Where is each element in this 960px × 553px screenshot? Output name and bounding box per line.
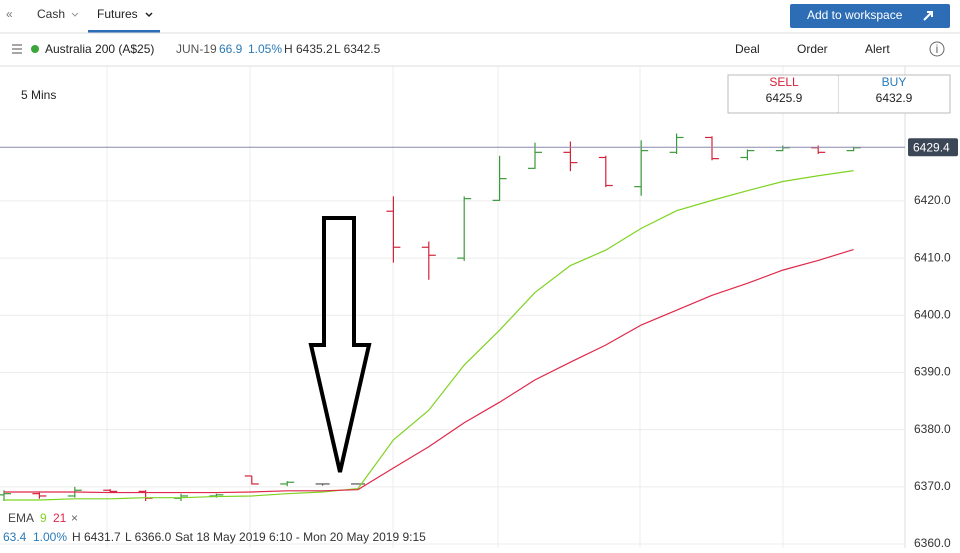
timeframe[interactable]: 5 Mins <box>21 88 56 102</box>
sell-label: SELL <box>769 75 799 89</box>
alert-button[interactable]: Alert <box>865 42 890 56</box>
futures-caret <box>145 12 153 18</box>
footer-high: H 6431.7 <box>72 530 121 544</box>
change-pct: 1.05% <box>248 42 282 56</box>
y-tick-label: 6410.0 <box>914 250 951 264</box>
cash-caret <box>71 12 79 17</box>
cash-tab[interactable]: Cash <box>37 7 65 21</box>
y-tick-label: 6360.0 <box>914 536 951 548</box>
y-tick-label: 6390.0 <box>914 365 951 379</box>
current-price-box <box>908 138 958 157</box>
arrow-icon <box>923 11 933 21</box>
y-tick-label: 6380.0 <box>914 422 951 436</box>
session-high: H 6435.2 <box>284 42 333 56</box>
ema-line <box>4 170 854 501</box>
buy-price: 6432.9 <box>876 91 913 105</box>
y-tick-label: 6420.0 <box>914 193 951 207</box>
legend-close: × <box>71 511 78 525</box>
expiry: JUN-19 <box>176 42 217 56</box>
buy-label: BUY <box>882 75 907 89</box>
info-glyph: i <box>936 42 939 56</box>
instrument-name: Australia 200 (A$25) <box>45 42 154 56</box>
current-price-label: 6429.4 <box>913 140 950 154</box>
add-to-workspace-button[interactable] <box>790 4 950 28</box>
chart: 6360.0 6370.0 6380.0 6390.0 6400.0 6410.0 6420… <box>0 66 958 550</box>
sell-price: 6425.9 <box>766 91 803 105</box>
annotation-arrow <box>308 216 372 473</box>
y-tick-label: 6370.0 <box>914 479 951 493</box>
change: 66.9 <box>219 42 243 56</box>
info-icon[interactable] <box>929 41 945 57</box>
collapse-icon[interactable]: « <box>6 7 13 21</box>
menu-icon[interactable] <box>12 44 22 54</box>
legend: EMA 9 21 × <box>8 511 78 525</box>
legend-entry: 9 <box>40 511 47 525</box>
futures-tab[interactable]: Futures <box>97 7 138 21</box>
order-button[interactable]: Order <box>797 42 828 56</box>
sell-button[interactable] <box>729 76 838 112</box>
ema-line <box>4 248 854 494</box>
legend-entry: 21 <box>53 511 67 525</box>
y-tick-label: 6400.0 <box>914 307 951 321</box>
footer-low: L 6366.0 <box>125 530 172 544</box>
active-tab-underline <box>88 30 160 33</box>
status-dot <box>31 45 39 53</box>
legend-title: EMA <box>8 511 34 525</box>
footer-change: 63.4 <box>3 530 27 544</box>
add-to-workspace-label: Add to workspace <box>807 8 903 22</box>
session-low: L 6342.5 <box>334 42 381 56</box>
footer-change-pct: 1.00% <box>33 530 67 544</box>
footer-range: Sat 18 May 2019 6:10 - Mon 20 May 2019 9… <box>175 530 426 544</box>
deal-button[interactable]: Deal <box>735 42 760 56</box>
